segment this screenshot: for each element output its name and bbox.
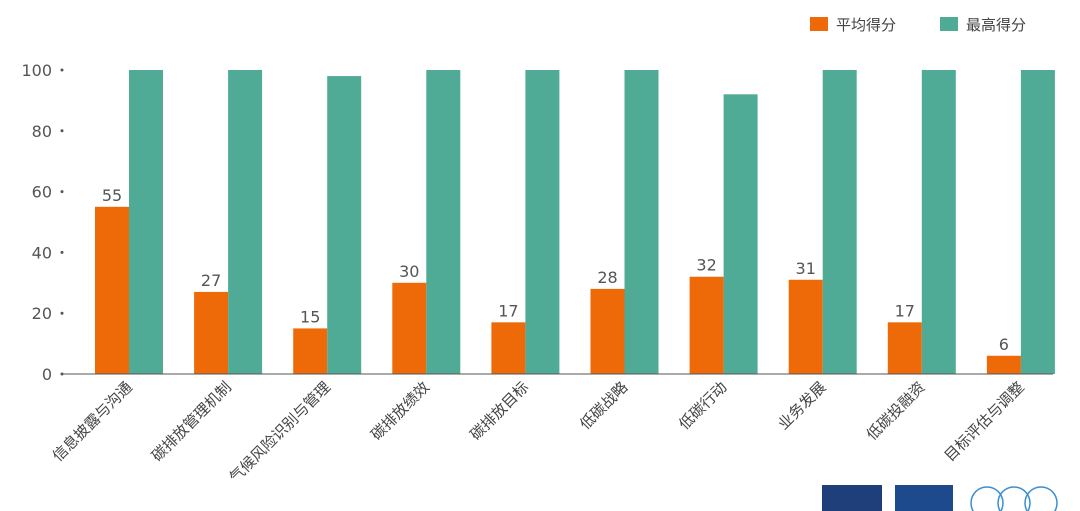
y-tick-label: 100 — [21, 61, 52, 80]
bar-average — [986, 355, 1021, 374]
legend: 平均得分 最高得分 — [810, 16, 1026, 34]
bars-layer — [95, 70, 1055, 374]
data-label-average: 17 — [498, 301, 518, 320]
bar-max — [525, 70, 560, 374]
bar-average — [887, 322, 922, 374]
bar-max — [921, 70, 956, 374]
data-label-average: 31 — [796, 259, 816, 278]
bar-max — [129, 70, 163, 374]
bar-average — [689, 276, 724, 374]
y-tick-mark — [60, 129, 64, 133]
category-label: 信息披露与沟通 — [49, 378, 136, 465]
legend-label: 最高得分 — [966, 16, 1026, 34]
bar-average — [392, 282, 427, 374]
category-label: 业务发展 — [774, 378, 829, 433]
bar-average — [590, 288, 625, 374]
y-tick-mark — [60, 190, 64, 194]
data-labels-layer: 55 27 15 30 17 28 32 31 17 6 — [102, 186, 1009, 354]
data-label-average: 55 — [102, 186, 122, 205]
bar-max — [426, 70, 461, 374]
bar-max — [822, 70, 857, 374]
logo-ring-1 — [970, 486, 1004, 511]
y-tick-label: 20 — [32, 304, 52, 323]
bar-average — [194, 291, 229, 374]
category-label: 碳排放管理机制 — [148, 378, 235, 465]
data-label-average: 30 — [399, 262, 419, 281]
data-label-average: 17 — [895, 301, 915, 320]
bar-max — [723, 94, 758, 374]
category-label: 目标评估与调整 — [941, 378, 1028, 465]
logo-group — [822, 485, 1058, 511]
bar-average — [491, 322, 526, 374]
y-tick-mark — [60, 68, 64, 72]
bar-max — [327, 76, 362, 374]
logo-ring-2 — [997, 486, 1031, 511]
logo-ring-3 — [1024, 486, 1058, 511]
data-label-average: 28 — [597, 268, 617, 287]
logo-left — [822, 485, 882, 511]
bar-average — [95, 206, 129, 374]
data-label-average: 15 — [300, 307, 320, 326]
data-label-average: 6 — [999, 335, 1009, 354]
data-label-average: 27 — [201, 271, 221, 290]
category-label: 低碳战略 — [576, 378, 631, 433]
y-tick-label: 80 — [32, 122, 52, 141]
y-tick-mark — [60, 311, 64, 315]
bar-average — [293, 328, 328, 374]
category-label: 碳排放目标 — [466, 378, 532, 444]
y-axis: 0 20 40 60 80 100 — [21, 61, 64, 384]
y-tick-label: 0 — [42, 365, 52, 384]
bar-max — [624, 70, 659, 374]
bar-max — [1020, 70, 1055, 374]
category-label: 低碳行动 — [675, 378, 730, 433]
y-tick-mark — [60, 250, 64, 254]
bar-max — [228, 70, 263, 374]
category-label: 低碳投融资 — [863, 378, 929, 444]
y-tick-label: 60 — [32, 183, 52, 202]
category-label: 碳排放绩效 — [367, 378, 433, 444]
logo-middle — [895, 485, 953, 511]
data-label-average: 32 — [696, 256, 716, 275]
legend-swatch — [810, 17, 828, 31]
bar-average — [788, 279, 823, 374]
legend-label: 平均得分 — [836, 16, 896, 34]
y-tick-label: 40 — [32, 243, 52, 262]
category-label: 气候风险识别与管理 — [226, 378, 334, 486]
legend-swatch — [940, 17, 958, 31]
